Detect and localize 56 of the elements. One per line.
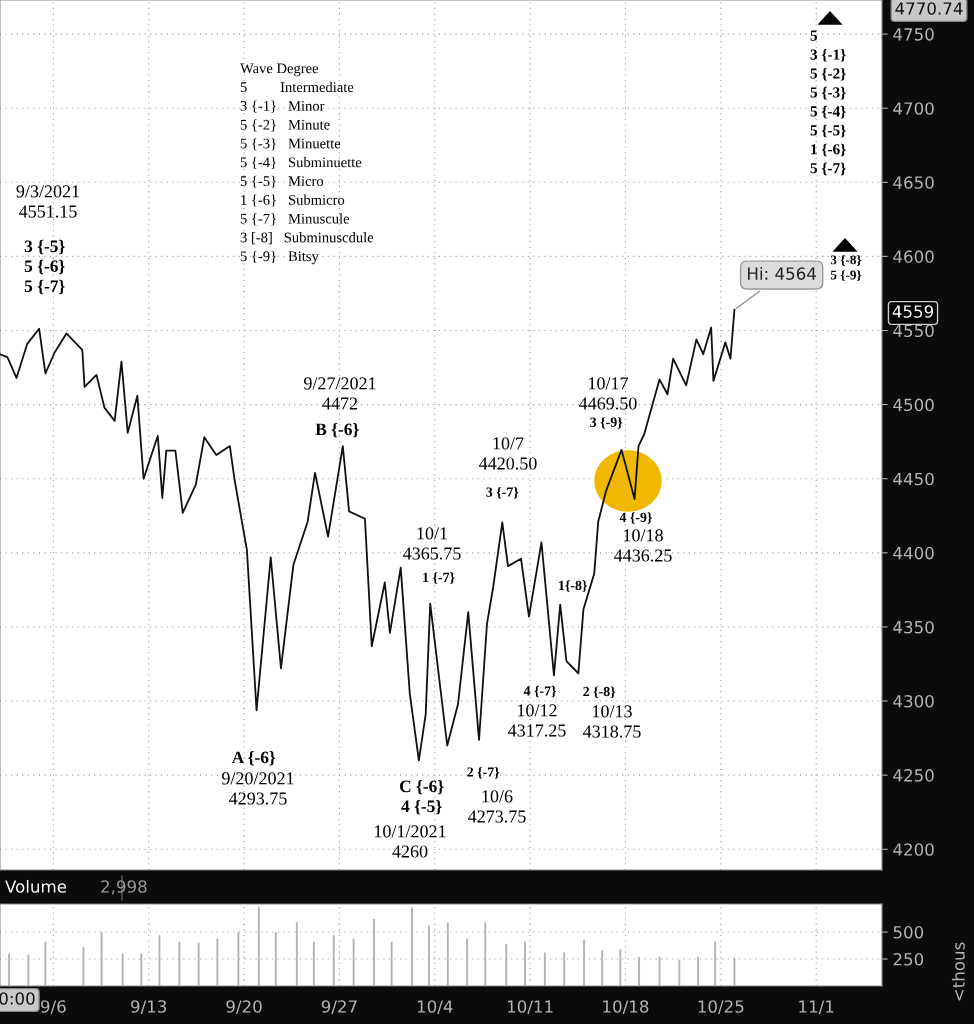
annotation: B {-6} bbox=[315, 422, 359, 438]
y-tick-label: 4550 bbox=[893, 324, 934, 338]
y-tick-label: 250 bbox=[893, 952, 924, 966]
annotation: 10/7 4420.50 bbox=[479, 437, 537, 470]
y-tick-label: 4750 bbox=[893, 28, 934, 41]
x-tick-label: 9/20 bbox=[226, 1000, 262, 1015]
text: 4559 bbox=[892, 305, 934, 318]
y-tick-label: 4350 bbox=[893, 620, 934, 634]
y-tick-label: 4500 bbox=[893, 398, 934, 412]
y-tick-label: 4650 bbox=[893, 176, 934, 189]
y-axis-title: <thous bbox=[951, 942, 965, 1001]
annotation: 10/1 4365.75 bbox=[403, 527, 461, 560]
annotation: 10/18 4436.25 bbox=[614, 529, 672, 562]
x-tick-label: 9/27 bbox=[321, 1000, 357, 1015]
y-tick-label: 4450 bbox=[893, 472, 934, 486]
annotation: 9/20/2021 4293.75 bbox=[221, 772, 294, 805]
annotation: 3 {-7} bbox=[486, 486, 519, 499]
annotation: 4 {-7} bbox=[523, 685, 557, 698]
annotation: 9/27/2021 4472 bbox=[303, 377, 376, 410]
x-tick-label: 10/25 bbox=[698, 1000, 744, 1015]
chart-subtitle: 2,998 bbox=[101, 880, 147, 895]
y-tick-label: 4200 bbox=[893, 843, 934, 856]
annotation: 10/13 4318.75 bbox=[583, 705, 641, 738]
annotation: Hi: 4564 bbox=[748, 266, 816, 280]
chart-title: Volume bbox=[5, 879, 67, 893]
annotation: 1 {-7} bbox=[423, 572, 455, 584]
x-tick-label: 9/13 bbox=[131, 1000, 167, 1015]
annotation: 10/1/2021 4260 bbox=[374, 825, 446, 858]
annotation: 1{-8} bbox=[559, 580, 587, 592]
annotation: 3 {-9} bbox=[590, 417, 623, 429]
y-tick-label: 500 bbox=[893, 926, 924, 939]
y-tick-label: 4700 bbox=[893, 102, 934, 115]
y-tick-label: 4250 bbox=[893, 769, 934, 782]
annotation: 9/3/2021 4551.15 bbox=[16, 185, 80, 218]
annotation: A {-6} bbox=[231, 751, 276, 766]
y-tick-label: 4400 bbox=[893, 546, 934, 560]
annotation: 2 {-7} bbox=[467, 766, 500, 779]
x-tick-label: 10/18 bbox=[603, 1000, 649, 1015]
annotation: 3 {-5} 5 {-6} 5 {-7} bbox=[24, 239, 65, 295]
annotation: 5 3 {-1} 5 {-2} 5 {-3} 5 {-4} 5 {-5} 1 {-6} 5 {-7} bbox=[810, 30, 846, 176]
x-tick-label: 9/6 bbox=[40, 1000, 66, 1015]
y-tick-label: 4300 bbox=[893, 695, 934, 708]
x-tick-label: 11/1 bbox=[799, 1000, 834, 1015]
x-tick-label: 10/11 bbox=[507, 1000, 553, 1015]
annotation: 4 {-9} bbox=[619, 512, 652, 524]
x-tick-label: 10/4 bbox=[417, 1000, 453, 1015]
text: 0:00 bbox=[0, 992, 35, 1005]
annotation: 3 {-8} 5 {-9} bbox=[830, 255, 862, 282]
y-tick-label: 4600 bbox=[893, 250, 934, 263]
annotation: 10/12 4317.25 bbox=[508, 704, 566, 737]
annotation: C {-6} 4 {-5} bbox=[399, 779, 444, 815]
annotation: 10/17 4469.50 bbox=[579, 377, 637, 410]
annotation: 10/6 4273.75 bbox=[468, 790, 526, 823]
annotation: 2 {-8} bbox=[583, 686, 616, 698]
text: Wave Degree 5 Intermediate 3 {-1} Minor 5 {-2} Minute 5 {-3} Minuette 5 {-4} Subminuette 5 {-5} Micro 1 {-6} Submicro 5 {-7} Minuscule 3 [-8] Subminuscdule 5 {-9} Bitsy bbox=[240, 63, 374, 265]
text: 4770.74 bbox=[895, 2, 963, 15]
